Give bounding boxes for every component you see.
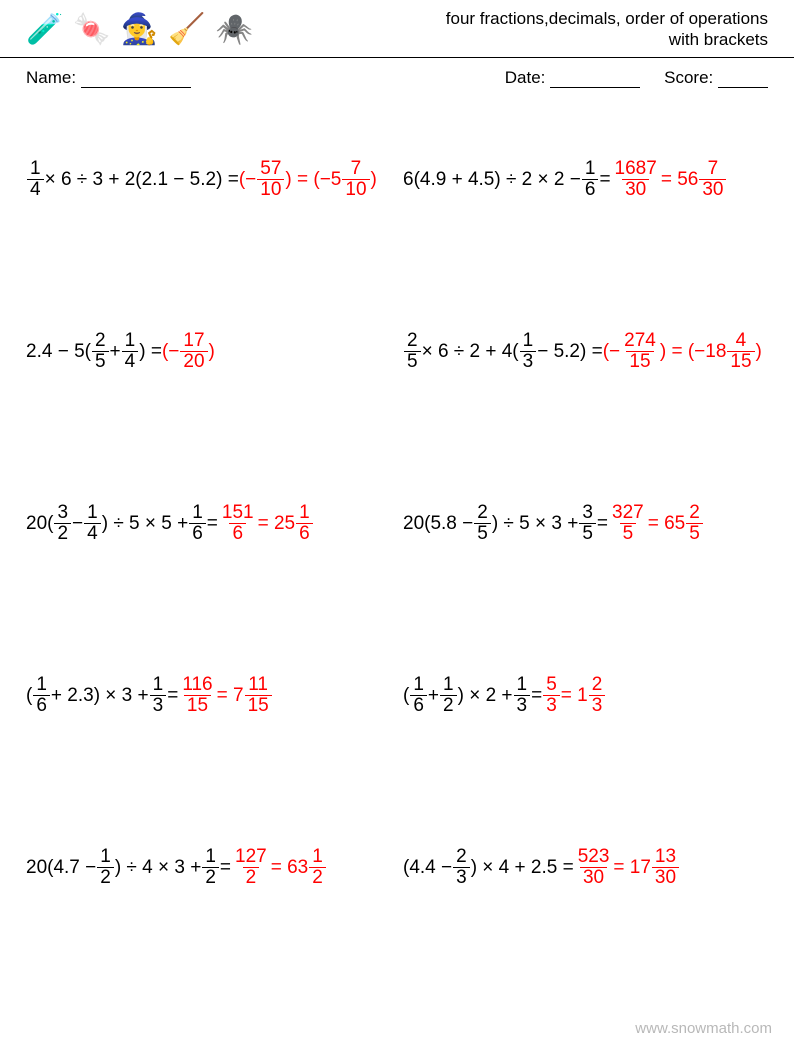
- name-field: Name:: [26, 68, 191, 88]
- problem-cell: (16 + 12) × 2 + 13 = 53 = 123: [397, 675, 774, 716]
- problem-cell: 6(4.9 + 4.5) ÷ 2 × 2 − 16 = 168730 = 567…: [397, 159, 774, 200]
- header-icon-3: 🧹: [168, 12, 205, 47]
- score-field: Score:: [664, 68, 768, 88]
- problem-cell: 20(5.8 − 25) ÷ 5 × 3 + 35 = 3275 = 6525: [397, 503, 774, 544]
- worksheet-body: 14 × 6 ÷ 3 + 2(2.1 − 5.2) = (−5710) = (−…: [0, 88, 794, 954]
- worksheet-title: four fractions,decimals, order of operat…: [446, 8, 768, 51]
- problem-cell: 2.4 − 5(25 + 14) = (−1720): [20, 331, 397, 372]
- date-field: Date:: [505, 68, 640, 88]
- name-blank[interactable]: [81, 71, 191, 88]
- meta-row: Name: Date: Score:: [0, 58, 794, 88]
- problem-cell: (16 + 2.3) × 3 + 13 = 11615 = 71115: [20, 675, 397, 716]
- expression: (16 + 12) × 2 + 13 =: [403, 675, 542, 716]
- answer: 1272 = 6312: [231, 847, 327, 888]
- title-line-2: with brackets: [446, 29, 768, 50]
- problem-cell: 25 × 6 ÷ 2 + 4(13 − 5.2) = (−27415) = (−…: [397, 331, 774, 372]
- answer: 53 = 123: [542, 675, 606, 716]
- answer: 52330 = 171330: [574, 847, 680, 888]
- score-blank[interactable]: [718, 71, 768, 88]
- header-icon-4: 🕷️: [215, 12, 252, 47]
- date-blank[interactable]: [550, 71, 640, 88]
- expression: 20(5.8 − 25) ÷ 5 × 3 + 35 =: [403, 503, 608, 544]
- problem-row: 20(4.7 − 12) ÷ 4 × 3 + 12 = 1272 = 6312(…: [20, 782, 774, 954]
- answer: (−5710) = (−5710): [239, 159, 377, 200]
- watermark: www.snowmath.com: [635, 1020, 772, 1037]
- problem-cell: (4.4 − 23) × 4 + 2.5 = 52330 = 171330: [397, 847, 774, 888]
- expression: 6(4.9 + 4.5) ÷ 2 × 2 − 16 =: [403, 159, 611, 200]
- header-icon-2: 🧙‍♀️: [121, 12, 158, 47]
- header-icon-1: 🍬: [73, 12, 110, 47]
- expression: (16 + 2.3) × 3 + 13 =: [26, 675, 178, 716]
- expression: (4.4 − 23) × 4 + 2.5 =: [403, 847, 574, 888]
- answer: 168730 = 56730: [611, 159, 728, 200]
- answer: 3275 = 6525: [608, 503, 704, 544]
- header-icons: 🧪 🍬 🧙‍♀️ 🧹 🕷️: [26, 12, 253, 47]
- header-icon-0: 🧪: [26, 12, 63, 47]
- name-label: Name:: [26, 68, 76, 87]
- worksheet-header: 🧪 🍬 🧙‍♀️ 🧹 🕷️ four fractions,decimals, order…: [0, 0, 794, 58]
- title-line-1: four fractions,decimals, order of operat…: [446, 8, 768, 29]
- expression: 25 × 6 ÷ 2 + 4(13 − 5.2) =: [403, 331, 603, 372]
- problem-row: (16 + 2.3) × 3 + 13 = 11615 = 71115(16 +…: [20, 610, 774, 782]
- score-label: Score:: [664, 68, 713, 87]
- problem-row: 14 × 6 ÷ 3 + 2(2.1 − 5.2) = (−5710) = (−…: [20, 94, 774, 266]
- answer: 11615 = 71115: [178, 675, 272, 716]
- expression: 20(32 − 14) ÷ 5 × 5 + 16 =: [26, 503, 218, 544]
- answer: (−27415) = (−18415): [603, 331, 762, 372]
- expression: 2.4 − 5(25 + 14) =: [26, 331, 162, 372]
- problem-cell: 20(32 − 14) ÷ 5 × 5 + 16 = 1516 = 2516: [20, 503, 397, 544]
- expression: 20(4.7 − 12) ÷ 4 × 3 + 12 =: [26, 847, 231, 888]
- expression: 14 × 6 ÷ 3 + 2(2.1 − 5.2) =: [26, 159, 239, 200]
- date-label: Date:: [505, 68, 546, 87]
- problem-cell: 20(4.7 − 12) ÷ 4 × 3 + 12 = 1272 = 6312: [20, 847, 397, 888]
- problem-row: 2.4 − 5(25 + 14) = (−1720)25 × 6 ÷ 2 + 4…: [20, 266, 774, 438]
- problem-cell: 14 × 6 ÷ 3 + 2(2.1 − 5.2) = (−5710) = (−…: [20, 159, 397, 200]
- answer: (−1720): [162, 331, 215, 372]
- problem-row: 20(32 − 14) ÷ 5 × 5 + 16 = 1516 = 251620…: [20, 438, 774, 610]
- answer: 1516 = 2516: [218, 503, 314, 544]
